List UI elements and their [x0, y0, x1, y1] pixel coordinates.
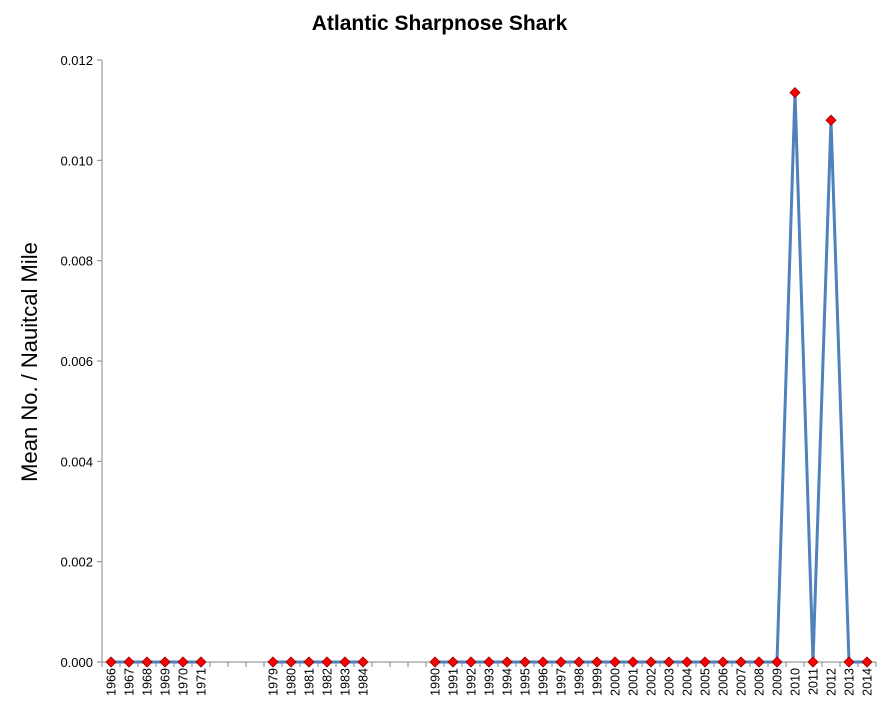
data-point — [321, 656, 333, 668]
x-tick-label: 1993 — [483, 668, 497, 696]
data-point — [447, 656, 459, 668]
series-line — [111, 91, 867, 664]
x-tick-label: 1971 — [195, 668, 209, 696]
x-tick-label: 2005 — [699, 668, 713, 696]
data-point — [789, 87, 801, 99]
x-tick-label: 1990 — [429, 668, 443, 696]
x-tick-label: 1969 — [159, 668, 173, 696]
x-tick-label: 1970 — [177, 668, 191, 696]
data-point — [501, 656, 513, 668]
data-point — [699, 656, 711, 668]
x-tick-label: 1995 — [519, 668, 533, 696]
series-markers — [105, 87, 873, 668]
data-point — [627, 656, 639, 668]
y-tick-label: 0.004 — [60, 454, 93, 469]
data-point — [681, 656, 693, 668]
x-tick-label: 1998 — [573, 668, 587, 696]
x-tick-label: 1992 — [465, 668, 479, 696]
data-point — [717, 656, 729, 668]
data-point — [753, 656, 765, 668]
data-point — [807, 656, 819, 668]
y-tick-label: 0.002 — [60, 555, 93, 570]
data-point — [303, 656, 315, 668]
x-tick-label: 2009 — [771, 668, 785, 696]
x-tick-label: 2002 — [645, 668, 659, 696]
axes — [101, 60, 876, 663]
data-point — [285, 656, 297, 668]
y-tick-label: 0.010 — [60, 153, 93, 168]
x-tick-label: 1981 — [303, 668, 317, 696]
x-tick-label: 2010 — [789, 668, 803, 696]
series-line-segment — [435, 91, 867, 664]
x-tick-label: 2001 — [627, 668, 641, 696]
x-tick-label: 2003 — [663, 668, 677, 696]
data-point — [195, 656, 207, 668]
data-point — [105, 656, 117, 668]
data-point — [159, 656, 171, 668]
y-tick-label: 0.006 — [60, 354, 93, 369]
x-tick-label: 1984 — [357, 668, 371, 696]
x-tick-label: 1968 — [141, 668, 155, 696]
x-tick-label: 2014 — [861, 668, 875, 696]
data-point — [609, 656, 621, 668]
chart-title: Atlantic Sharpnose Shark — [311, 12, 568, 35]
x-tick-label: 1996 — [537, 668, 551, 696]
x-tick-label: 1994 — [501, 668, 515, 696]
data-point — [861, 656, 873, 668]
data-point — [483, 656, 495, 668]
data-point — [465, 656, 477, 668]
x-tick-label: 2007 — [735, 668, 749, 696]
data-point — [771, 656, 783, 668]
x-tick-label: 1980 — [285, 668, 299, 696]
x-tick-label: 2006 — [717, 668, 731, 696]
x-tick-label: 2011 — [807, 668, 821, 695]
x-tick-label: 1966 — [105, 668, 119, 696]
x-tick-label: 2012 — [825, 668, 839, 696]
y-tick-label: 0.012 — [60, 53, 93, 68]
data-point — [123, 656, 135, 668]
data-point — [591, 656, 603, 668]
x-tick-label: 1983 — [339, 668, 353, 696]
x-tick-label: 1991 — [447, 668, 461, 696]
data-point — [645, 656, 657, 668]
data-point — [825, 114, 837, 126]
data-point — [429, 656, 441, 668]
data-point — [177, 656, 189, 668]
data-point — [141, 656, 153, 668]
data-point — [735, 656, 747, 668]
x-tick-label: 1982 — [321, 668, 335, 696]
data-point — [555, 656, 567, 668]
x-tick-label: 2013 — [843, 668, 857, 696]
x-tick-label: 1999 — [591, 668, 605, 696]
y-tick-label: 0.000 — [60, 655, 93, 670]
x-tick-label: 1979 — [267, 668, 281, 696]
x-tick-label: 1967 — [123, 668, 137, 696]
data-point — [519, 656, 531, 668]
y-tick-label: 0.008 — [60, 254, 93, 269]
x-tick-label: 1997 — [555, 668, 569, 696]
data-point — [357, 656, 369, 668]
data-point — [843, 656, 855, 668]
x-tick-label: 2008 — [753, 668, 767, 696]
data-point — [573, 656, 585, 668]
x-tick-label: 2000 — [609, 668, 623, 696]
x-ticks: 1966 1967 1968 1969 1970 1971 1979 1980 1981 1982… — [101, 662, 877, 696]
data-point — [267, 656, 279, 668]
data-point — [339, 656, 351, 668]
y-ticks: 0.000 0.002 0.004 0.006 0.008 0.010 0.012 — [60, 53, 102, 670]
x-tick-label: 2004 — [681, 668, 695, 696]
data-point — [663, 656, 675, 668]
data-point — [537, 656, 549, 668]
